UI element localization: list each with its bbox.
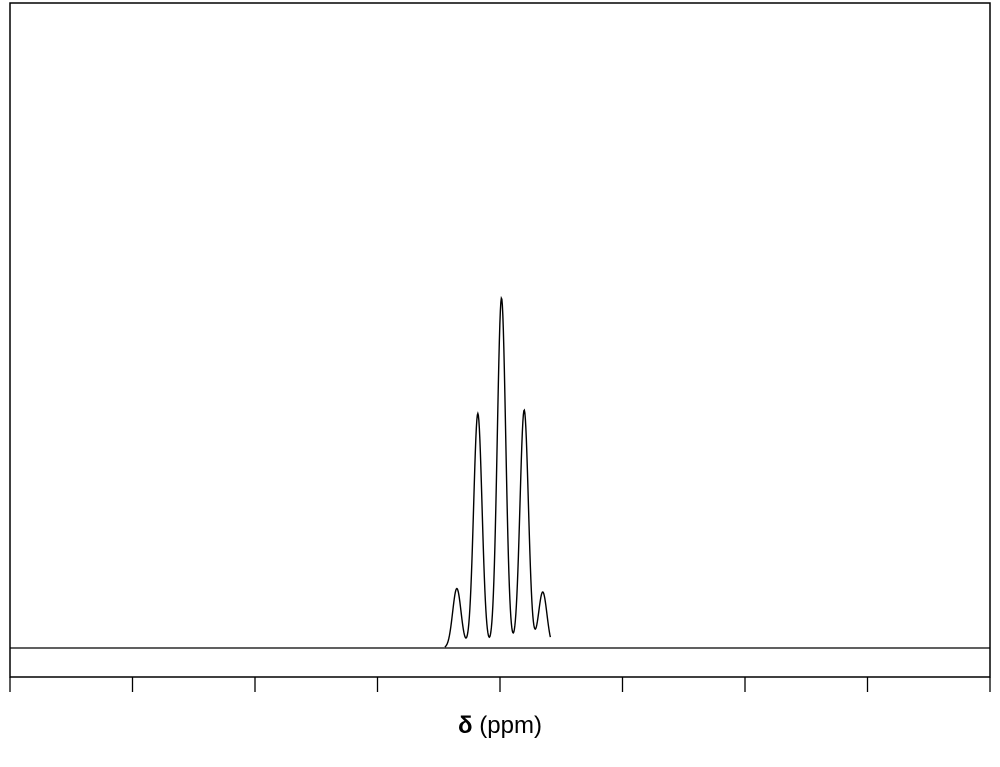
x-axis-symbol: δ <box>458 712 473 739</box>
spectrum-signal <box>444 295 552 648</box>
x-axis-label: δ (ppm) <box>0 712 1000 740</box>
x-axis-ticks <box>9 677 991 692</box>
x-axis-unit: (ppm) <box>479 712 542 739</box>
